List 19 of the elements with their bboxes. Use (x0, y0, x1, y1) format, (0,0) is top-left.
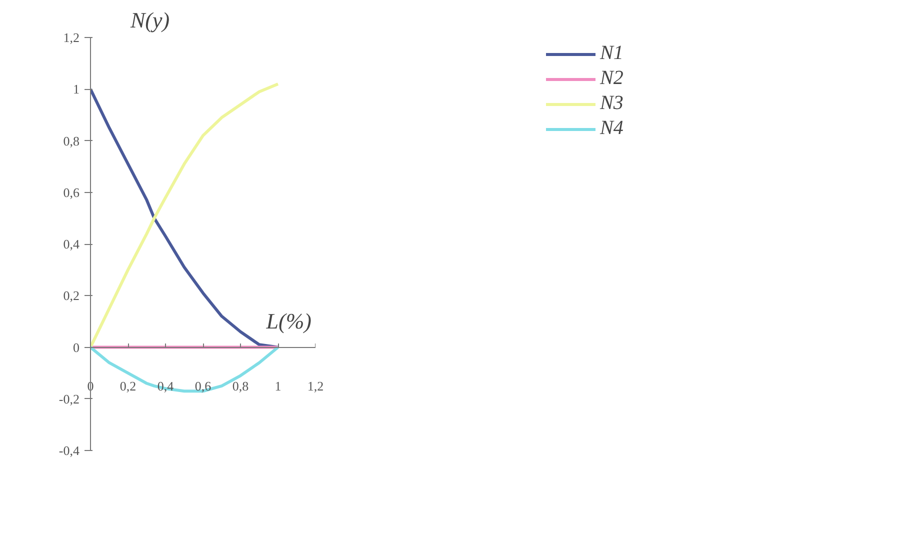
y-tick-label: 1,2 (63, 30, 80, 45)
legend-label: N4 (600, 117, 624, 140)
legend-label: N3 (600, 92, 624, 115)
legend-label: N2 (600, 67, 624, 90)
x-tick-label: 0,8 (232, 378, 249, 394)
y-tick-label: 0,8 (63, 133, 80, 148)
x-axis-title: L(%) (265, 308, 312, 334)
x-tick-label: 1,2 (307, 378, 324, 394)
y-tick-label: 0 (73, 340, 80, 355)
x-tick-label: 0,2 (120, 378, 136, 394)
y-tick-label: 0,4 (63, 236, 80, 252)
x-tick-label: 1 (274, 378, 282, 394)
y-tick-label: 0,6 (63, 184, 80, 200)
y-tick-label: -0,4 (58, 443, 80, 458)
y-tick-label: -0,2 (58, 391, 80, 406)
y-axis-title: N(y) (130, 8, 170, 32)
legend-label: N1 (600, 42, 624, 65)
y-tick-label: 0,2 (63, 288, 80, 304)
y-tick-label: 1 (73, 82, 80, 97)
